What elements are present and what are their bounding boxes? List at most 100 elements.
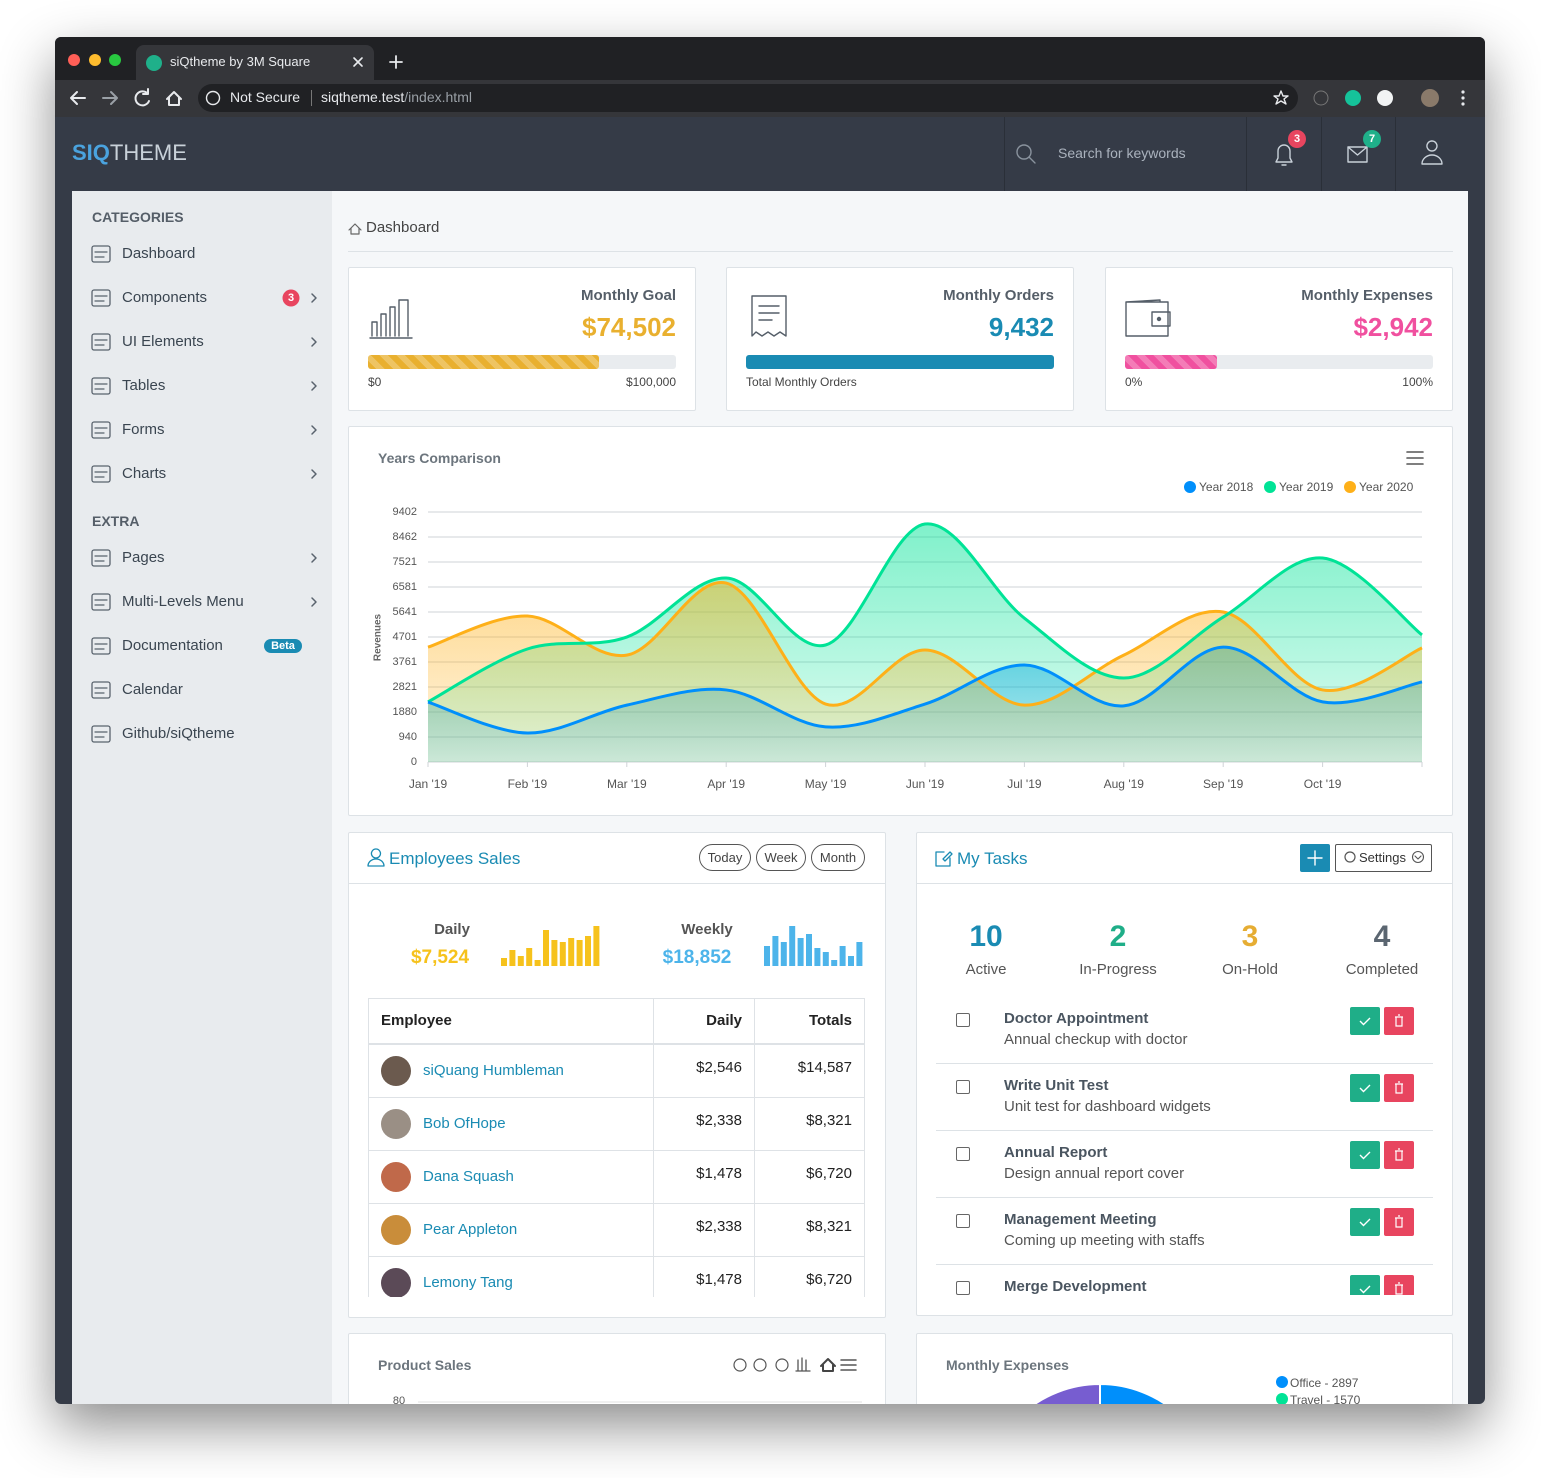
legend-label[interactable]: Year 2020	[1359, 480, 1414, 494]
complete-button[interactable]	[1350, 1007, 1380, 1035]
breadcrumb[interactable]: Dashboard	[366, 219, 440, 236]
complete-button[interactable]	[1350, 1275, 1380, 1295]
complete-button[interactable]	[1350, 1208, 1380, 1236]
card-title: Product Sales	[378, 1357, 472, 1373]
trash-icon	[1395, 1148, 1403, 1161]
check-icon	[1359, 1084, 1371, 1093]
complete-button[interactable]	[1350, 1074, 1380, 1102]
check-icon	[1359, 1218, 1371, 1227]
y-tick-label: 1880	[392, 706, 417, 718]
browser-window: siQtheme by 3M Square Not Secure siqthem…	[55, 37, 1485, 1404]
omnibox[interactable]	[198, 84, 1298, 112]
task-checkbox[interactable]	[956, 1214, 970, 1228]
task-title: Management Meeting	[1004, 1211, 1157, 1228]
legend-label[interactable]: Year 2019	[1279, 480, 1334, 494]
filter-label: Month	[819, 849, 857, 865]
card-divider	[917, 883, 1452, 884]
filter-button[interactable]	[756, 844, 806, 871]
summary-label: Weekly	[681, 921, 733, 938]
task-checkbox[interactable]	[956, 1281, 970, 1295]
delete-button[interactable]	[1384, 1208, 1414, 1236]
task-title: Merge Development	[1004, 1278, 1147, 1295]
task-subtitle: Annual checkup with doctor	[1004, 1031, 1188, 1048]
table-header-line	[369, 1043, 864, 1045]
task-checkbox[interactable]	[956, 1013, 970, 1027]
x-tick-label: Aug '19	[1103, 777, 1144, 791]
badge-count: 3	[1293, 133, 1301, 145]
logo[interactable]: SIQTHEME	[72, 140, 187, 166]
employee-total: $6,720	[806, 1165, 852, 1182]
sidebar-item[interactable]: Pages	[122, 549, 165, 566]
sidebar-item[interactable]: Charts	[122, 465, 167, 482]
sidebar-item[interactable]: Components	[122, 289, 208, 306]
employee-name[interactable]: Bob OfHope	[423, 1115, 506, 1132]
x-tick-label: Jun '19	[905, 777, 945, 791]
table-header: Totals	[808, 1012, 852, 1029]
progress-fill	[1125, 355, 1218, 369]
y-tick-label: 7521	[392, 556, 417, 569]
filter-button[interactable]	[699, 844, 751, 871]
sidebar-item[interactable]: Dashboard	[122, 245, 196, 262]
separator	[311, 90, 312, 106]
delete-button[interactable]	[1384, 1141, 1414, 1169]
task-title: Doctor Appointment	[1004, 1010, 1149, 1027]
complete-button[interactable]	[1350, 1141, 1380, 1169]
messages-button[interactable]	[1321, 117, 1396, 191]
y-tick-label: 4701	[392, 631, 417, 643]
summary-value: $7,524	[410, 946, 470, 968]
stat-value: 9,432	[988, 312, 1054, 342]
task-divider	[936, 1264, 1433, 1265]
sidebar-item[interactable]: Calendar	[122, 681, 183, 698]
badge-text: Beta	[271, 640, 295, 652]
delete-button[interactable]	[1384, 1275, 1414, 1295]
delete-button[interactable]	[1384, 1007, 1414, 1035]
x-tick-label: Jul '19	[1007, 777, 1042, 791]
monthly-expenses-card	[916, 1333, 1453, 1404]
url-path: /index.html	[404, 89, 472, 105]
tab[interactable]	[136, 45, 374, 80]
employee-name[interactable]: Lemony Tang	[423, 1274, 513, 1291]
task-checkbox[interactable]	[956, 1080, 970, 1094]
employee-name[interactable]: Pear Appleton	[423, 1221, 518, 1238]
legend-label[interactable]: Year 2018	[1199, 480, 1254, 494]
search-box[interactable]	[1004, 117, 1247, 191]
trash-icon	[1395, 1081, 1403, 1094]
employee-name[interactable]: siQuang Humbleman	[423, 1062, 564, 1079]
task-divider	[936, 1063, 1433, 1064]
sidebar-item[interactable]: Multi-Levels Menu	[122, 593, 244, 610]
y-tick-label: 8462	[392, 530, 417, 543]
stat-title: Monthly Orders	[943, 287, 1054, 304]
summary-value: $18,852	[662, 946, 732, 968]
settings-button[interactable]	[1335, 844, 1432, 872]
employee-daily: $1,478	[696, 1165, 742, 1182]
divider	[348, 251, 1453, 252]
card-title: Employees Sales	[389, 849, 521, 868]
task-checkbox[interactable]	[956, 1147, 970, 1161]
table-row-line	[369, 1097, 864, 1098]
sidebar-item[interactable]: Github/siQtheme	[122, 725, 235, 742]
search-placeholder: Search for keywords	[1058, 145, 1186, 161]
add-task-button[interactable]	[1300, 844, 1330, 872]
task-count: 3	[1241, 919, 1259, 953]
avatar	[381, 1056, 411, 1086]
legend-label[interactable]: Travel - 1570	[1290, 1393, 1361, 1404]
employee-name[interactable]: Dana Squash	[423, 1168, 514, 1185]
table-row-line	[369, 1150, 864, 1151]
y-tick-label: 3761	[392, 655, 417, 668]
x-tick-label: Apr '19	[707, 777, 746, 791]
legend-label[interactable]: Office - 2897	[1290, 1376, 1359, 1390]
sidebar-item[interactable]: Tables	[122, 377, 166, 394]
sidebar-item[interactable]: Forms	[122, 421, 165, 438]
employee-total: $14,587	[797, 1059, 852, 1076]
delete-button[interactable]	[1384, 1074, 1414, 1102]
filter-button[interactable]	[811, 844, 865, 871]
viewport: siQtheme by 3M Square Not Secure siqthem…	[55, 37, 1485, 1404]
sidebar-item[interactable]: UI Elements	[122, 333, 204, 350]
task-count: 10	[969, 919, 1003, 953]
employee-total: $8,321	[806, 1112, 852, 1129]
bell-icon	[1275, 144, 1293, 166]
sidebar-item[interactable]: Documentation	[122, 637, 223, 654]
stat-card	[726, 267, 1074, 411]
progress-label: 0%	[1125, 375, 1143, 389]
user-icon	[1421, 140, 1443, 165]
